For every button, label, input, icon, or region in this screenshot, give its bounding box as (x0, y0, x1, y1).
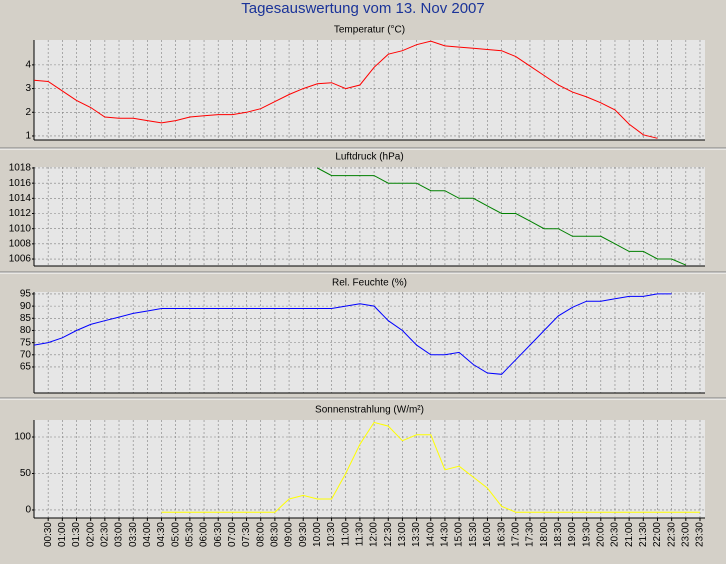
y-tick-label: 1016 (9, 178, 32, 189)
x-tick-label: 21:00 (624, 522, 635, 547)
y-tick-label: 1018 (9, 163, 32, 174)
y-tick-label: 1014 (9, 193, 32, 204)
x-tick-label: 10:00 (312, 522, 323, 547)
x-tick-label: 02:30 (99, 522, 110, 547)
x-tick-label: 19:00 (567, 522, 578, 547)
y-tick-label: 80 (20, 325, 32, 336)
plot-area (34, 40, 705, 140)
y-tick-label: 70 (20, 349, 32, 360)
y-tick-label: 95 (20, 289, 32, 300)
y-tick-label: 1012 (9, 208, 32, 219)
plot-area (34, 420, 705, 518)
x-tick-label: 03:00 (114, 522, 125, 547)
x-tick-label: 05:30 (185, 522, 196, 547)
panel-title: Temperatur (°C) (334, 25, 405, 36)
data-line (34, 40, 658, 139)
y-tick-label: 1006 (9, 254, 32, 265)
y-tick-label: 50 (20, 468, 32, 479)
x-tick-label: 23:00 (680, 522, 691, 547)
x-tick-label: 17:30 (525, 522, 536, 547)
x-tick-label: 20:00 (595, 522, 606, 547)
x-tick-label: 02:00 (85, 522, 96, 547)
panel-title: Luftdruck (hPa) (335, 152, 403, 163)
x-tick-label: 10:30 (326, 522, 337, 547)
y-tick-label: 0 (25, 505, 31, 516)
x-tick-label: 16:30 (496, 522, 507, 547)
y-tick-label: 1010 (9, 223, 32, 234)
y-tick-label: 90 (20, 301, 32, 312)
y-tick-label: 3 (25, 83, 31, 94)
x-tick-label: 17:00 (510, 522, 521, 547)
x-tick-label: 07:00 (227, 522, 238, 547)
y-tick-label: 2 (25, 107, 31, 118)
x-tick-label: 06:30 (213, 522, 224, 547)
x-tick-label: 22:30 (666, 522, 677, 547)
x-tick-label: 15:00 (454, 522, 465, 547)
x-tick-label: 01:30 (71, 522, 82, 547)
data-line (161, 421, 700, 513)
y-tick-label: 85 (20, 313, 32, 324)
x-tick-label: 05:00 (170, 522, 181, 547)
x-tick-label: 04:00 (142, 522, 153, 547)
x-tick-label: 01:00 (57, 522, 68, 547)
x-tick-label: 00:30 (43, 522, 54, 547)
data-line (317, 167, 686, 266)
x-tick-label: 13:30 (411, 522, 422, 547)
x-tick-label: 20:30 (610, 522, 621, 547)
x-tick-label: 09:30 (298, 522, 309, 547)
x-tick-label: 15:30 (468, 522, 479, 547)
y-tick-label: 100 (14, 432, 31, 443)
x-tick-label: 03:30 (128, 522, 139, 547)
x-tick-label: 08:00 (255, 522, 266, 547)
x-tick-label: 18:30 (553, 522, 564, 547)
plot-area (34, 167, 705, 266)
x-tick-label: 07:30 (241, 522, 252, 547)
x-tick-label: 11:00 (340, 522, 351, 547)
x-tick-label: 23:30 (695, 522, 706, 547)
y-tick-label: 75 (20, 337, 32, 348)
x-tick-label: 12:30 (383, 522, 394, 547)
panel-title: Rel. Feuchte (%) (332, 278, 407, 289)
x-tick-label: 06:00 (199, 522, 210, 547)
y-tick-label: 4 (25, 60, 31, 71)
x-tick-label: 16:00 (482, 522, 493, 547)
x-tick-label: 22:00 (652, 522, 663, 547)
plot-area (34, 292, 705, 393)
panel-title: Sonnenstrahlung (W/m²) (315, 405, 424, 416)
y-tick-label: 65 (20, 362, 32, 373)
y-tick-label: 1 (25, 131, 31, 142)
x-tick-label: 14:00 (425, 522, 436, 547)
chart-title: Tagesauswertung vom 13. Nov 2007 (241, 0, 484, 17)
x-tick-label: 11:30 (355, 522, 366, 547)
y-tick-label: 1008 (9, 238, 32, 249)
x-tick-label: 21:30 (638, 522, 649, 547)
x-tick-label: 19:30 (581, 522, 592, 547)
data-line (34, 293, 672, 375)
x-tick-label: 12:00 (369, 522, 380, 547)
x-tick-label: 04:30 (156, 522, 167, 547)
x-tick-label: 08:30 (270, 522, 281, 547)
x-tick-label: 09:00 (284, 522, 295, 547)
x-tick-label: 13:00 (397, 522, 408, 547)
x-tick-label: 14:30 (440, 522, 451, 547)
x-tick-label: 18:00 (539, 522, 550, 547)
